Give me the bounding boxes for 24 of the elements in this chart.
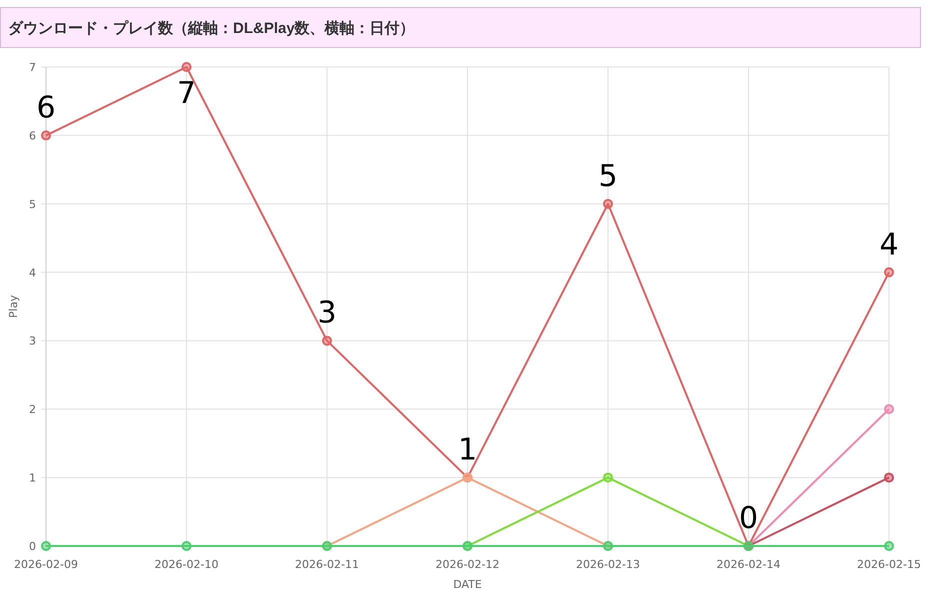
y-tick-label: 3 — [29, 334, 36, 348]
y-tick-label: 5 — [29, 198, 36, 211]
chart-title: ダウンロード・プレイ数（縦軸：DL&Play数、横軸：日付） — [8, 20, 415, 37]
x-tick-label: 2026-02-09 — [14, 558, 78, 571]
y-tick-label: 2 — [29, 403, 36, 416]
y-tick-label: 4 — [29, 266, 36, 280]
x-tick-label: 2026-02-10 — [154, 558, 218, 571]
data-label: 1 — [458, 432, 478, 468]
y-tick-label: 0 — [29, 540, 36, 553]
y-tick-label: 6 — [29, 129, 36, 142]
x-tick-label: 2026-02-13 — [576, 558, 640, 571]
data-label: 4 — [879, 227, 899, 262]
data-label: 0 — [738, 501, 758, 536]
x-tick-label: 2026-02-11 — [295, 558, 359, 571]
y-axis-title: Play — [7, 294, 20, 318]
data-label: 7 — [176, 76, 196, 111]
y-tick-label: 7 — [29, 61, 36, 74]
data-label: 5 — [598, 158, 618, 194]
x-tick-label: 2026-02-12 — [436, 558, 500, 571]
x-tick-label: 2026-02-15 — [857, 558, 921, 571]
y-tick-label: 1 — [29, 472, 36, 485]
x-tick-label: 2026-02-14 — [716, 558, 780, 571]
x-axis-title: DATE — [453, 578, 482, 591]
data-label: 3 — [317, 296, 337, 331]
